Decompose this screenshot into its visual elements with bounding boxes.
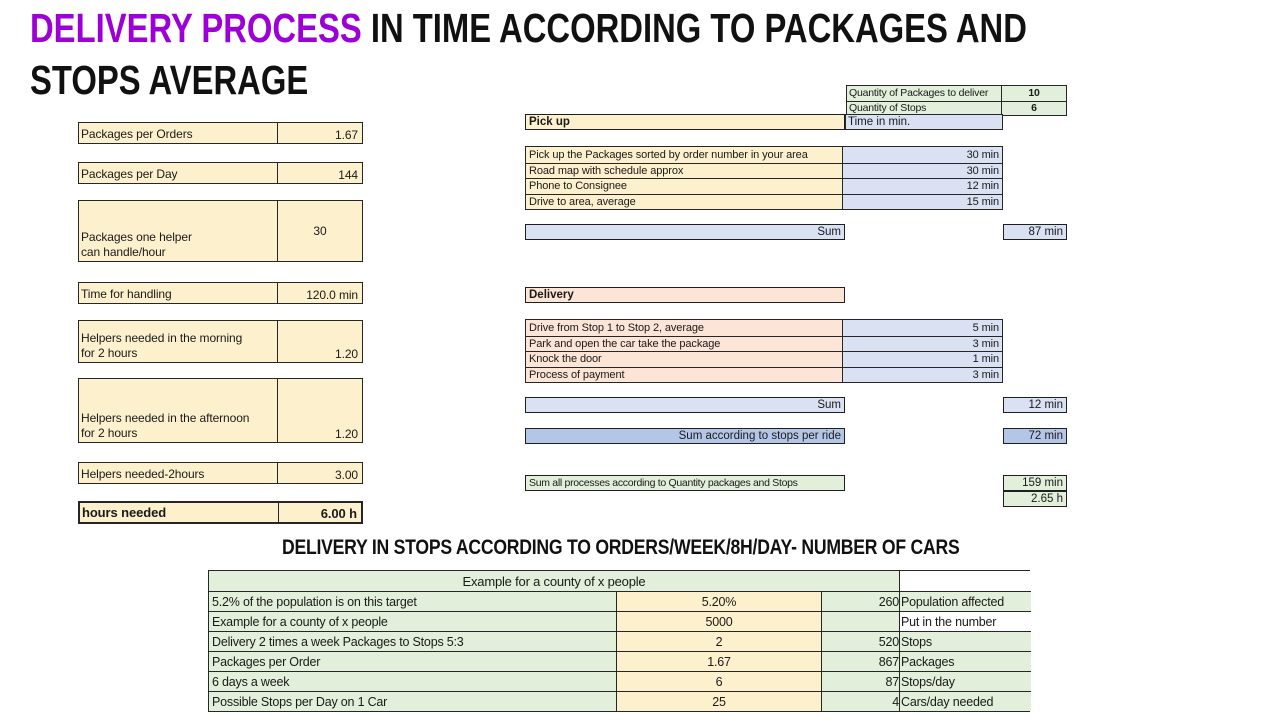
- time-unit-header: Time in min.: [845, 114, 1003, 130]
- page-title: DELIVERY PROCESS IN TIME ACCORDING TO PA…: [30, 2, 1280, 106]
- county-input-value: 5000: [616, 611, 821, 631]
- task-label: Drive from Stop 1 to Stop 2, average: [526, 320, 843, 336]
- table-row: Helpers needed in the morning for 2 hour…: [78, 320, 363, 363]
- quantity-value: 10: [1001, 86, 1066, 101]
- table-row-hours-needed: hours needed 6.00 h: [78, 501, 363, 524]
- county-row-label: Packages per Order: [209, 651, 616, 671]
- task-label: Knock the door: [526, 351, 843, 367]
- delivery-task-table: Drive from Stop 1 to Stop 2, average 5 m…: [525, 319, 1003, 383]
- county-row-label: 5.2% of the population is on this target: [209, 591, 616, 611]
- table-row: Time for handling 120.0 min: [78, 282, 363, 304]
- stops-per-ride-sum-bar: Sum according to stops per ride: [525, 428, 845, 444]
- county-input-value: 1.67: [616, 651, 821, 671]
- county-result-value: 520: [821, 631, 899, 651]
- page-title-line2: STOPS AVERAGE: [30, 57, 309, 104]
- county-result-value: 4: [821, 691, 899, 711]
- delivery-sum-value: 12 min: [1003, 397, 1067, 413]
- county-input-value: 5.20%: [616, 591, 821, 611]
- task-time: 30 min: [843, 147, 1002, 163]
- task-label: Process of payment: [526, 366, 843, 382]
- quantity-value: 6: [1001, 100, 1066, 115]
- task-time: 15 min: [843, 193, 1002, 209]
- task-label: Phone to Consignee: [526, 178, 843, 194]
- metric-label: Packages one helper can handle/hour: [79, 201, 278, 261]
- metric-value: 120.0 min: [306, 288, 358, 302]
- delivery-section-header: Delivery: [525, 287, 845, 303]
- county-unit-label: Population affected: [899, 591, 1031, 611]
- county-table-header-blank-cell: [899, 571, 1031, 591]
- task-time: 5 min: [843, 320, 1002, 336]
- task-time: 30 min: [843, 162, 1002, 178]
- metric-label: Packages per Day: [79, 163, 278, 183]
- task-label: Park and open the car take the package: [526, 335, 843, 351]
- bottom-section-title: DELIVERY IN STOPS ACCORDING TO ORDERS/WE…: [281, 535, 960, 559]
- county-unit-label: Stops: [899, 631, 1031, 651]
- metric-value: 6.00 h: [320, 506, 357, 521]
- task-time: 3 min: [843, 335, 1002, 351]
- metric-label: Time for handling: [79, 283, 278, 303]
- pickup-task-table: Pick up the Packages sorted by order num…: [525, 146, 1003, 210]
- pickup-sum-value: 87 min: [1003, 224, 1067, 240]
- stops-per-ride-sum-value: 72 min: [1003, 428, 1067, 444]
- grand-total-bar: Sum all processes according to Quantity …: [525, 475, 845, 491]
- metric-value: 1.20: [335, 347, 358, 361]
- page-title-rest: IN TIME ACCORDING TO PACKAGES AND: [370, 5, 1027, 51]
- metric-value: 1.67: [335, 128, 358, 142]
- task-label: Drive to area, average: [526, 193, 843, 209]
- task-label: Pick up the Packages sorted by order num…: [526, 147, 843, 163]
- metric-value: 3.00: [335, 468, 358, 482]
- table-row: Packages per Day 144: [78, 162, 363, 184]
- quantity-label: Quantity of Packages to deliver: [849, 87, 989, 100]
- table-row: Helpers needed in the afternoon for 2 ho…: [78, 378, 363, 443]
- quantity-label: Quantity of Stops: [847, 100, 1001, 116]
- metric-label: Helpers needed in the morning for 2 hour…: [79, 321, 278, 362]
- quantity-table: Quantity of Packages to deliver 10 Quant…: [846, 85, 1067, 116]
- county-row-label: Delivery 2 times a week Packages to Stop…: [209, 631, 616, 651]
- metric-label: Packages per Orders: [79, 123, 278, 143]
- county-result-value: 867: [821, 651, 899, 671]
- metric-value: 30: [313, 224, 327, 238]
- county-unit-label: Stops/day: [899, 671, 1031, 691]
- metric-value: 1.20: [335, 427, 358, 441]
- county-row-label: 6 days a week: [209, 671, 616, 691]
- county-result-value: 260: [821, 591, 899, 611]
- table-row: Packages per Orders 1.67: [78, 122, 363, 144]
- table-row: Helpers needed-2hours 3.00: [78, 462, 363, 484]
- table-row: Packages one helper can handle/hour 30: [78, 200, 363, 262]
- task-time: 12 min: [843, 178, 1002, 194]
- county-result-value: 87: [821, 671, 899, 691]
- county-input-value: 2: [616, 631, 821, 651]
- delivery-sum-bar: Sum: [525, 397, 845, 413]
- county-result-value: [821, 611, 899, 631]
- page-title-accent: DELIVERY PROCESS: [30, 5, 362, 51]
- county-unit-label: Packages: [899, 651, 1031, 671]
- county-input-value: 6: [616, 671, 821, 691]
- county-row-label: Possible Stops per Day on 1 Car: [209, 691, 616, 711]
- metric-value: 144: [338, 168, 358, 182]
- task-time: 1 min: [843, 351, 1002, 367]
- county-unit-label: Cars/day needed: [899, 691, 1031, 711]
- grand-total-minutes: 159 min: [1003, 475, 1067, 491]
- task-time: 3 min: [843, 366, 1002, 382]
- county-table-header: Example for a county of x people: [209, 571, 899, 591]
- county-row-label: Example for a county of x people: [209, 611, 616, 631]
- pickup-sum-bar: Sum: [525, 224, 845, 240]
- metric-label: hours needed: [80, 503, 279, 522]
- pickup-section-header: Pick up: [525, 114, 845, 130]
- metric-label: Helpers needed-2hours: [79, 463, 278, 483]
- task-label: Road map with schedule approx: [526, 162, 843, 178]
- metric-label: Helpers needed in the afternoon for 2 ho…: [79, 379, 278, 442]
- county-table: Example for a county of x people 5.2% of…: [208, 570, 1031, 712]
- county-unit-label: Put in the number: [899, 611, 1031, 631]
- grand-total-hours: 2.65 h: [1003, 491, 1067, 507]
- county-input-value: 25: [616, 691, 821, 711]
